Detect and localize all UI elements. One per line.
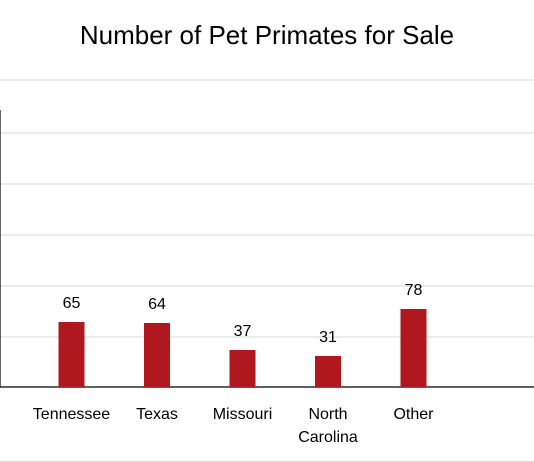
bar [400, 309, 427, 387]
bar [229, 350, 256, 387]
chart-title: Number of Pet Primates for Sale [79, 20, 455, 50]
x-tick-label: Missouri [213, 406, 273, 423]
data-label: 31 [319, 329, 337, 346]
bar [315, 356, 341, 387]
x-tick-label: Texas [136, 406, 178, 423]
x-tick-label: Other [393, 406, 434, 423]
data-label: 78 [405, 282, 423, 299]
x-tick-label: Carolina [298, 429, 358, 446]
x-tick-label: North [308, 406, 347, 423]
data-label: 64 [148, 296, 166, 313]
x-tick-label: Tennessee [33, 406, 110, 423]
data-label: 65 [63, 295, 81, 312]
data-label: 37 [234, 323, 252, 340]
bar [144, 323, 170, 387]
bar [58, 322, 85, 387]
